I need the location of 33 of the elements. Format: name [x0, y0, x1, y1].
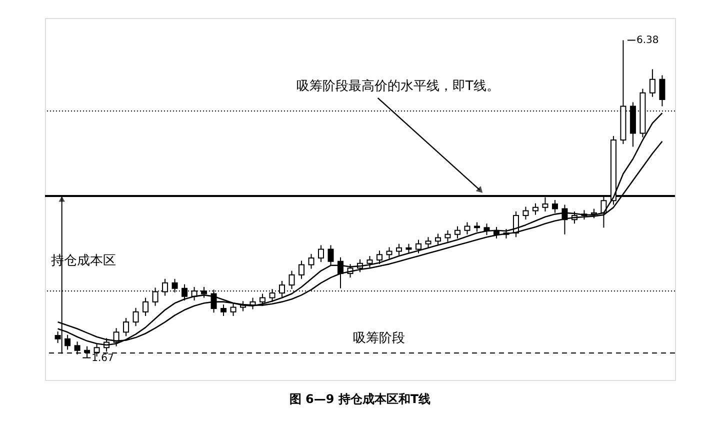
candlestick	[123, 317, 130, 337]
candlestick	[406, 243, 412, 254]
candlestick	[366, 255, 373, 268]
candlestick	[298, 260, 305, 280]
candlestick	[220, 304, 227, 316]
candlestick	[376, 250, 382, 265]
candlestick	[230, 302, 236, 316]
candlestick	[425, 236, 432, 248]
candlestick	[288, 270, 295, 290]
candlestick	[659, 74, 666, 107]
candlestick	[318, 244, 324, 263]
annotation: 吸筹阶段最高价的水平线，即T线。	[296, 78, 500, 94]
text: 图 6—9 持仓成本区和T线	[289, 392, 431, 406]
candlestick	[396, 243, 402, 256]
candlestick	[464, 222, 470, 235]
candlestick	[454, 226, 460, 239]
candlestick	[474, 222, 480, 232]
candlestick	[64, 334, 71, 350]
candlestick	[142, 297, 149, 316]
annotation: 6.38	[636, 35, 659, 46]
candlestick	[386, 246, 392, 260]
candlestick	[552, 200, 558, 214]
candlestick	[132, 307, 139, 327]
candlestick	[649, 68, 656, 98]
candlestick	[532, 202, 538, 216]
candlestick	[522, 206, 529, 220]
annotation: 吸筹阶段	[352, 330, 405, 346]
annotation: 1.67	[92, 352, 114, 364]
candlestick	[415, 239, 422, 254]
candlestick	[328, 244, 334, 266]
candlestick	[308, 253, 314, 270]
candlestick	[444, 230, 451, 242]
candlestick	[434, 233, 441, 246]
